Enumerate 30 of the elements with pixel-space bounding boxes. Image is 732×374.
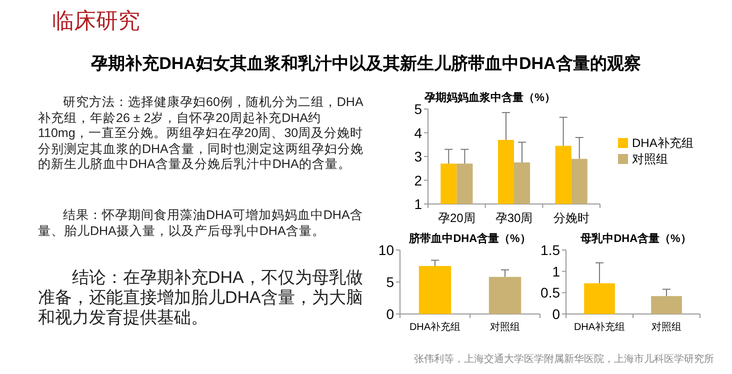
- text: 研究方法：选择健康孕妇60例，随机分为二组，DHA补充组，年龄26 ± 2岁，自怀孕20周起补充DHA约110mg，一直至分娩。两组孕妇在孕20周、30周及分娩时分别测定其血浆的DHA含量，同时也测定这两组孕妇分娩的新生儿脐血中DHA含量及分娩后乳汁中DHA的含量。: [38, 95, 364, 172]
- y-tick-label: 2: [414, 172, 422, 188]
- y-tick-label: 4: [414, 124, 422, 141]
- legend-label: DHA补充组: [632, 136, 694, 150]
- x-tick-label: 分娩时: [553, 211, 590, 225]
- text: 张伟利等，上海交通大学医学附属新华医院，上海市儿科医学研究所: [414, 352, 714, 366]
- text: 孕期补充DHA妇女其血浆和乳汁中以及其新生儿脐带血中DHA含量的观察: [90, 53, 642, 75]
- x-tick-label: 对照组: [490, 321, 520, 333]
- y-tick-label: 1.5: [540, 242, 560, 258]
- chart-title: 母乳中DHA含量（%）: [580, 232, 692, 245]
- x-tick-label: DHA补充组: [409, 321, 461, 333]
- y-tick-label: 3: [414, 148, 422, 164]
- text: 结果：怀孕期间食用藻油DHA可增加妈妈血中DHA含量、胎儿DHA摄入量，以及产后母乳中DHA含量。: [38, 208, 364, 239]
- y-tick-label: 1: [552, 263, 560, 280]
- x-tick-label: 孕30周: [495, 211, 533, 225]
- y-tick-label: 0: [386, 306, 394, 322]
- y-tick-label: 10: [378, 242, 394, 258]
- y-tick-label: 0.5: [540, 284, 560, 301]
- legend-label: 对照组: [632, 152, 668, 166]
- x-tick-label: 对照组: [652, 321, 682, 333]
- y-tick-label: 0: [552, 306, 560, 322]
- y-tick-label: 5: [414, 101, 422, 117]
- y-tick-label: 1: [414, 196, 422, 212]
- text: 结论：在孕期补充DHA，不仅为母乳做准备，还能直接增加胎儿DHA含量，为大脑和视力发育提供基础。: [38, 268, 364, 328]
- text: 临床研究: [52, 7, 140, 35]
- y-tick-label: 5: [386, 274, 394, 290]
- chart-title: 孕期妈妈血浆中含量（%）: [424, 91, 556, 104]
- x-tick-label: DHA补充组: [574, 321, 626, 333]
- chart-title: 脐带血中DHA含量（%）: [408, 232, 531, 245]
- x-tick-label: 孕20周: [438, 211, 476, 225]
